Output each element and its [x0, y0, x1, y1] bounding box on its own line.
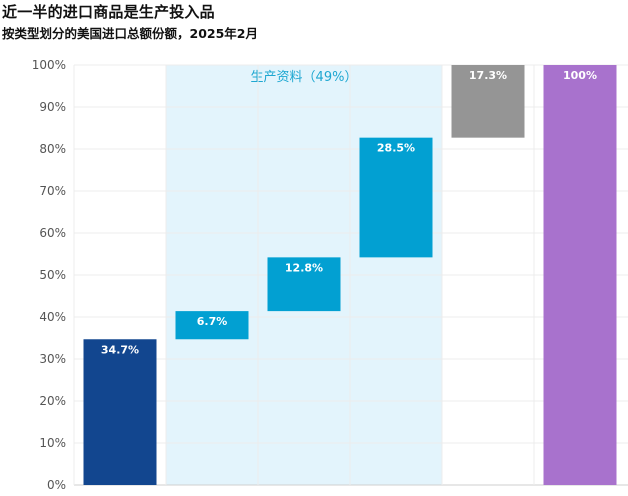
bar-2: [175, 311, 249, 340]
bar-5: [451, 65, 525, 138]
y-tick-label: 90%: [39, 100, 66, 114]
region-label: 生产资料（49%）: [251, 70, 358, 85]
y-tick-label: 100%: [32, 58, 66, 72]
y-tick-label: 80%: [39, 142, 66, 156]
bar-6: [543, 65, 617, 485]
y-tick-label: 40%: [39, 310, 66, 324]
y-tick-label: 30%: [39, 352, 66, 366]
y-tick-label: 50%: [39, 268, 66, 282]
bar-1: [83, 339, 157, 485]
bar-value-label: 6.7%: [197, 315, 228, 328]
bar-4: [359, 137, 433, 258]
chart-subtitle: 按类型划分的美国进口总额份额，2025年2月: [2, 26, 258, 41]
y-tick-label: 60%: [39, 226, 66, 240]
bar-value-label: 28.5%: [377, 142, 415, 155]
y-tick-label: 20%: [39, 394, 66, 408]
bar-value-label: 100%: [563, 69, 597, 82]
y-tick-label: 70%: [39, 184, 66, 198]
bar-value-label: 34.7%: [101, 343, 139, 356]
chart-title: 近一半的进口商品是生产投入品: [2, 3, 215, 21]
bar-value-label: 17.3%: [469, 69, 507, 82]
y-tick-label: 10%: [39, 436, 66, 450]
bar-3: [267, 257, 341, 312]
y-tick-label: 0%: [47, 478, 66, 492]
bar-value-label: 12.8%: [285, 261, 323, 274]
